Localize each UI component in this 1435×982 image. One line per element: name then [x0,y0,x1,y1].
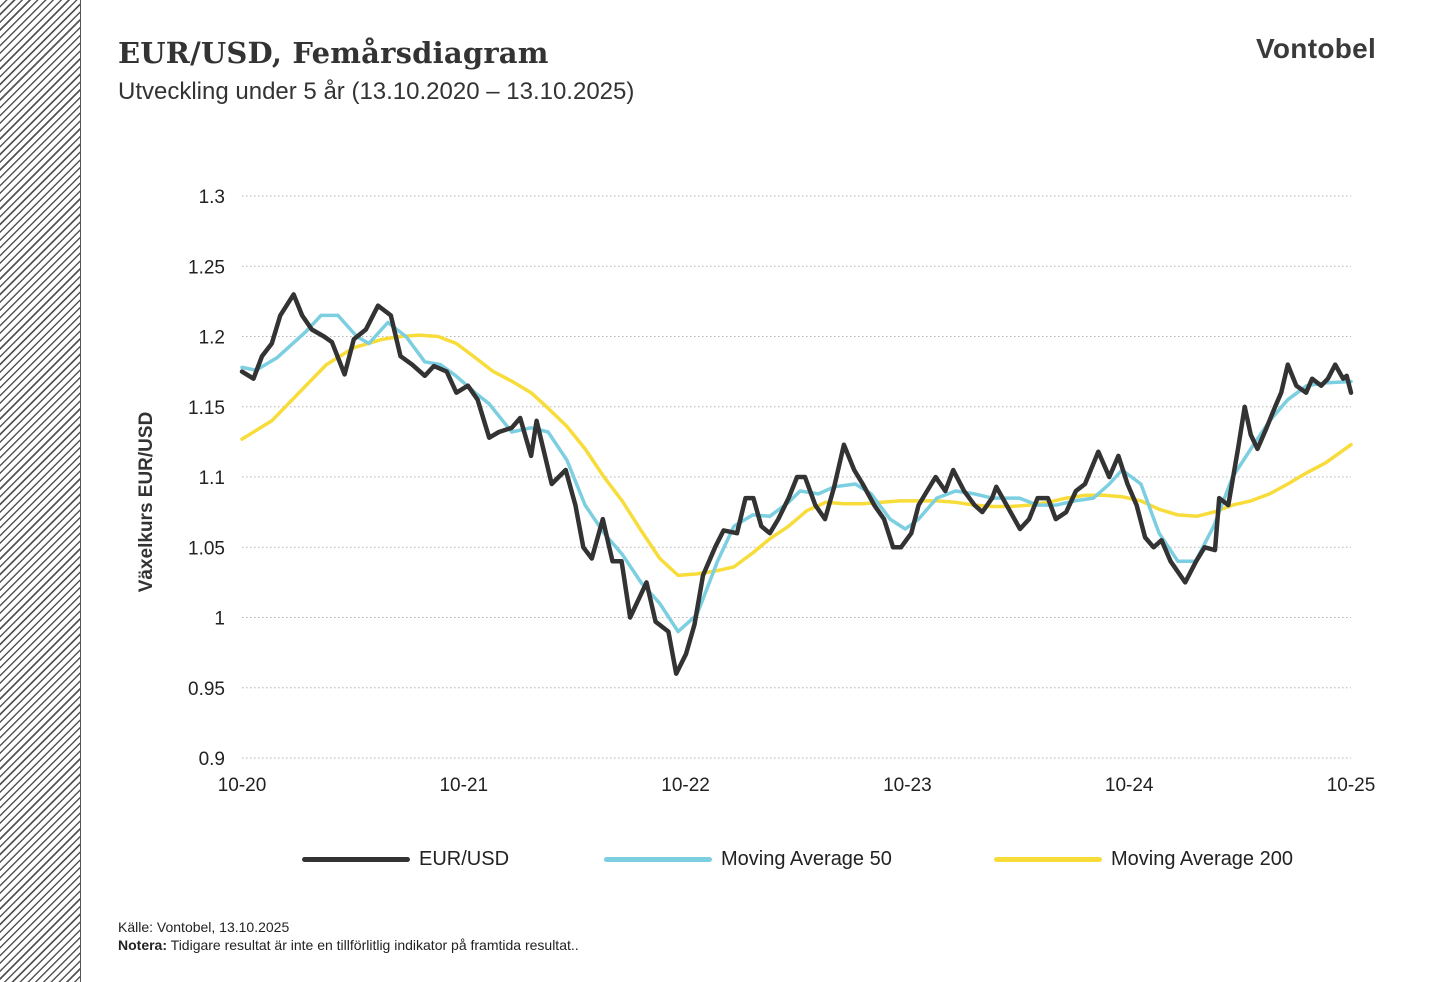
x-tick-label: 10-21 [439,775,488,796]
x-tick-label: 10-23 [883,775,932,796]
series-line-ma50 [240,313,1353,634]
x-tick-label: 10-20 [218,775,267,796]
legend: EUR/USD Moving Average 50 Moving Average… [0,848,1435,878]
x-tick-labels: 10-20 10-21 10-22 10-23 10-24 10-25 [218,775,1376,796]
y-axis-label: Växelkurs EUR/USD [136,412,157,593]
legend-item-ma50: Moving Average 50 [604,848,892,871]
legend-swatch-ma50 [604,857,712,862]
y-tick-label: 0.9 [199,749,225,770]
disclaimer-label: Notera: [118,937,168,953]
y-tick-label: 0.95 [188,679,225,700]
series-lines [239,292,1354,676]
x-tick-label: 10-25 [1327,775,1376,796]
footer: Källe: Vontobel, 13.10.2025 Notera: Tidi… [118,918,579,954]
chart-subtitle: Utveckling under 5 år (13.10.2020 – 13.1… [118,78,635,105]
disclaimer-text: Tidigare resultat är inte en tillförlitl… [170,937,579,953]
series-line-eurusd [239,292,1354,676]
legend-label-eurusd: EUR/USD [419,848,510,870]
legend-item-ma200: Moving Average 200 [994,848,1293,871]
x-tick-label: 10-24 [1105,775,1154,796]
series-line-ma200 [240,333,1353,578]
y-tick-label: 1.1 [199,468,225,489]
legend-swatch-ma200 [994,857,1102,862]
legend-swatch-eurusd [302,857,410,862]
chart-title: EUR/USD, Femårsdiagram [118,36,549,70]
y-tick-label: 1.15 [188,398,225,419]
vontobel-logo: Vontobel [1256,33,1377,64]
legend-item-eurusd: EUR/USD [302,848,509,871]
x-tick-label: 10-22 [661,775,710,796]
y-tick-label: 1 [214,609,225,630]
y-tick-labels: 0.9 0.95 1 1.05 1.1 1.15 1.2 1.25 1.3 [188,187,225,770]
hatched-sidebar [0,0,81,982]
y-tick-label: 1.2 [199,328,225,349]
source-note: Källe: Vontobel, 13.10.2025 [118,919,290,935]
legend-label-ma50: Moving Average 50 [721,848,892,870]
y-tick-label: 1.25 [188,257,225,278]
legend-label-ma200: Moving Average 200 [1111,848,1293,870]
y-tick-label: 1.3 [199,187,225,208]
disclaimer: Notera: Tidigare resultat är inte en til… [118,936,579,954]
y-tick-label: 1.05 [188,538,225,559]
